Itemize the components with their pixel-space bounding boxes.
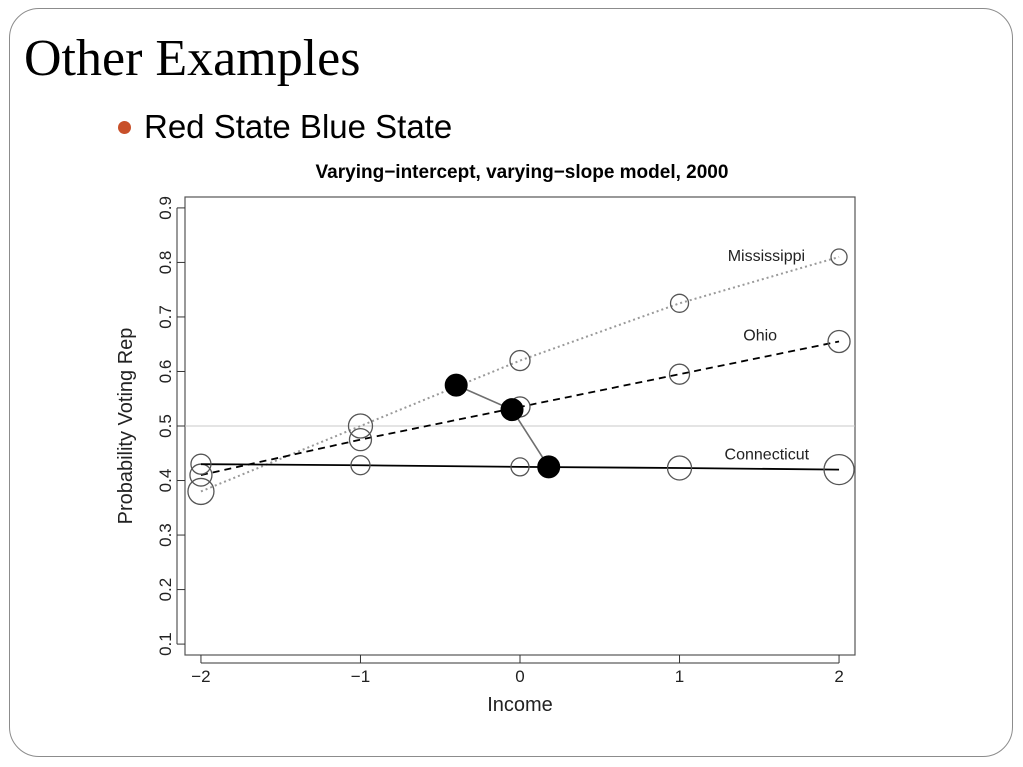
series-label-connecticut: Connecticut — [725, 447, 810, 464]
series-label-ohio: Ohio — [743, 327, 777, 344]
y-tick-label: 0.6 — [156, 360, 175, 384]
y-tick-label: 0.2 — [156, 578, 175, 602]
series-line-connecticut — [200, 463, 840, 471]
x-tick-label: −2 — [191, 667, 210, 686]
bullet-text: Red State Blue State — [144, 108, 453, 145]
state-mean-point — [500, 398, 524, 422]
state-mean-point — [444, 373, 468, 397]
data-point-connecticut — [510, 457, 530, 477]
y-tick-label: 0.3 — [156, 523, 175, 547]
data-point-mississippi — [830, 248, 848, 266]
x-tick-label: 2 — [834, 667, 843, 686]
data-point-connecticut — [666, 455, 693, 481]
data-point-ohio — [668, 363, 691, 385]
x-tick-label: −1 — [351, 667, 370, 686]
data-point-mississippi — [669, 293, 690, 313]
slide-frame — [9, 8, 1013, 757]
chart-title: Varying−intercept, varying−slope model, … — [316, 162, 729, 183]
bullet-dot-icon — [118, 120, 131, 134]
series-label-mississippi: Mississippi — [728, 248, 805, 265]
data-point-ohio — [189, 463, 213, 487]
chart: Varying−intercept, varying−slope model, … — [115, 162, 856, 716]
slide-title: Other Examples — [24, 30, 361, 87]
data-point-connecticut — [190, 453, 212, 475]
bullet-item: Red State Blue State — [118, 108, 452, 146]
y-tick-label: 0.4 — [156, 469, 175, 493]
x-tick-label: 1 — [675, 667, 684, 686]
state-mean-point — [537, 455, 561, 479]
data-point-mississippi — [509, 349, 531, 372]
y-tick-label: 0.5 — [156, 414, 175, 438]
data-point-connecticut — [823, 453, 855, 486]
y-tick-label: 0.9 — [156, 196, 175, 220]
data-point-mississippi — [187, 477, 215, 506]
data-point-mississippi — [347, 413, 374, 439]
y-tick-label: 0.1 — [156, 632, 175, 656]
y-axis-label: Probability Voting Rep — [115, 328, 137, 525]
y-tick-label: 0.7 — [156, 305, 175, 329]
x-tick-label: 0 — [515, 667, 524, 686]
data-point-connecticut — [350, 455, 371, 476]
x-axis-label: Income — [487, 694, 553, 716]
data-point-ohio — [827, 329, 851, 354]
y-tick-label: 0.8 — [156, 251, 175, 275]
data-point-ohio — [348, 427, 373, 452]
